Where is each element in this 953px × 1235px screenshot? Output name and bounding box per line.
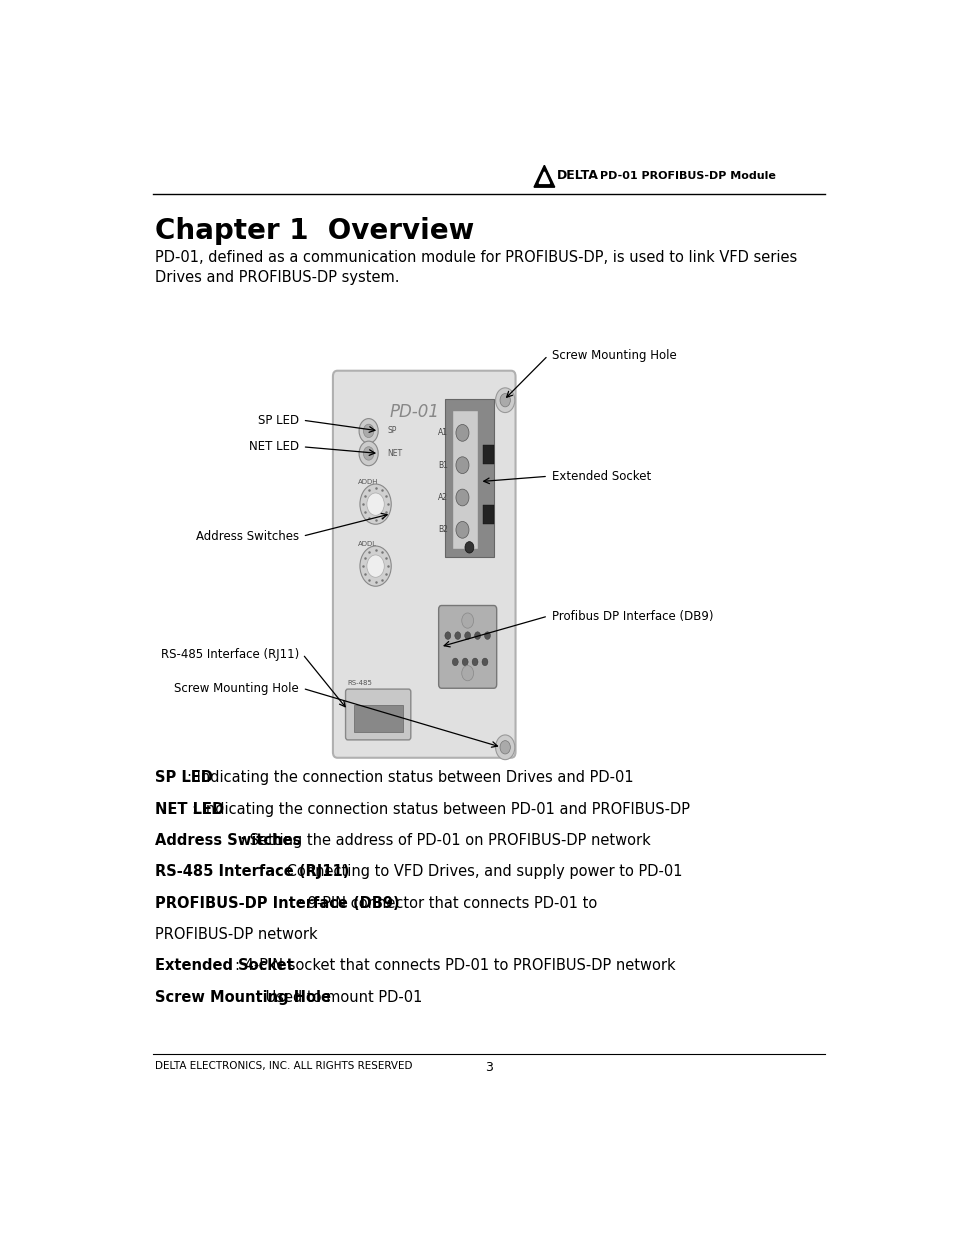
Text: 3: 3 [484, 1061, 493, 1074]
Text: Screw Mounting Hole: Screw Mounting Hole [154, 989, 331, 1005]
Circle shape [367, 493, 384, 515]
Circle shape [461, 613, 473, 629]
Bar [452, 410, 477, 550]
Text: DELTA: DELTA [557, 169, 598, 183]
Text: NET: NET [387, 450, 402, 458]
Text: Address Switches: Address Switches [154, 832, 301, 848]
Text: Chapter 1  Overview: Chapter 1 Overview [154, 216, 474, 245]
Text: A2: A2 [437, 493, 448, 501]
Circle shape [499, 394, 510, 406]
Bar [445, 399, 494, 557]
Circle shape [484, 632, 490, 640]
Circle shape [472, 658, 477, 666]
Text: Drives and PROFIBUS-DP system.: Drives and PROFIBUS-DP system. [154, 270, 398, 285]
Text: : 4-PIN socket that connects PD-01 to PROFIBUS-DP network: : 4-PIN socket that connects PD-01 to PR… [234, 958, 675, 973]
Circle shape [358, 419, 377, 443]
Text: PD-01, defined as a communication module for PROFIBUS-DP, is used to link VFD se: PD-01, defined as a communication module… [154, 249, 796, 266]
Circle shape [456, 457, 469, 473]
Circle shape [481, 658, 487, 666]
Text: Screw Mounting Hole: Screw Mounting Hole [174, 682, 298, 695]
Circle shape [464, 632, 470, 640]
Text: Screw Mounting Hole: Screw Mounting Hole [551, 350, 676, 362]
Text: Address Switches: Address Switches [195, 530, 298, 542]
Text: B1: B1 [438, 461, 448, 469]
Text: PROFIBUS-DP network: PROFIBUS-DP network [154, 927, 317, 942]
Text: : 9-PIN connector that connects PD-01 to: : 9-PIN connector that connects PD-01 to [298, 895, 598, 910]
Circle shape [358, 441, 377, 466]
Bar [483, 505, 494, 524]
Text: SP LED: SP LED [154, 771, 213, 785]
Bar [354, 705, 402, 731]
Circle shape [495, 735, 515, 760]
Text: PD-01 PROFIBUS-DP Module: PD-01 PROFIBUS-DP Module [599, 170, 775, 180]
Text: ADDL: ADDL [357, 541, 377, 547]
Circle shape [452, 658, 457, 666]
Text: Extended Socket: Extended Socket [154, 958, 294, 973]
Text: RS-485 Interface (RJ11): RS-485 Interface (RJ11) [160, 647, 298, 661]
Circle shape [464, 542, 474, 553]
Circle shape [363, 424, 374, 437]
Circle shape [367, 555, 384, 577]
Circle shape [495, 388, 515, 412]
Circle shape [455, 632, 460, 640]
Circle shape [359, 484, 391, 524]
Text: : Indicating the connection status between PD-01 and PROFIBUS-DP: : Indicating the connection status betwe… [192, 802, 689, 816]
Circle shape [474, 632, 480, 640]
Text: ADDH: ADDH [357, 479, 378, 485]
Text: RS-485 Interface (RJ11): RS-485 Interface (RJ11) [154, 864, 349, 879]
Text: NET LED: NET LED [249, 441, 298, 453]
Bar [483, 445, 494, 464]
FancyBboxPatch shape [333, 370, 515, 758]
Text: : Connecting to VFD Drives, and supply power to PD-01: : Connecting to VFD Drives, and supply p… [277, 864, 682, 879]
Polygon shape [534, 165, 554, 188]
Circle shape [444, 632, 451, 640]
Circle shape [359, 546, 391, 587]
Circle shape [456, 425, 469, 441]
Text: : Setting the address of PD-01 on PROFIBUS-DP network: : Setting the address of PD-01 on PROFIB… [239, 832, 650, 848]
FancyBboxPatch shape [438, 605, 497, 688]
Text: : Indicating the connection status between Drives and PD-01: : Indicating the connection status betwe… [187, 771, 633, 785]
Circle shape [499, 741, 510, 753]
Text: SP LED: SP LED [257, 414, 298, 426]
Polygon shape [538, 172, 549, 183]
Text: Extended Socket: Extended Socket [551, 469, 650, 483]
Circle shape [461, 666, 473, 680]
Circle shape [456, 521, 469, 538]
Circle shape [461, 658, 468, 666]
Text: A1: A1 [437, 429, 448, 437]
Text: RS-485: RS-485 [348, 680, 373, 687]
Text: NET LED: NET LED [154, 802, 224, 816]
Text: B2: B2 [438, 525, 448, 535]
Text: PROFIBUS-DP Interface (DB9): PROFIBUS-DP Interface (DB9) [154, 895, 399, 910]
Text: DELTA ELECTRONICS, INC. ALL RIGHTS RESERVED: DELTA ELECTRONICS, INC. ALL RIGHTS RESER… [154, 1061, 412, 1071]
Text: SP: SP [387, 426, 396, 436]
Text: : Used to mount PD-01: : Used to mount PD-01 [255, 989, 422, 1005]
FancyBboxPatch shape [345, 689, 411, 740]
Text: Profibus DP Interface (DB9): Profibus DP Interface (DB9) [551, 610, 713, 622]
Circle shape [456, 489, 469, 506]
Text: PD-01: PD-01 [389, 403, 439, 421]
Circle shape [363, 447, 374, 461]
